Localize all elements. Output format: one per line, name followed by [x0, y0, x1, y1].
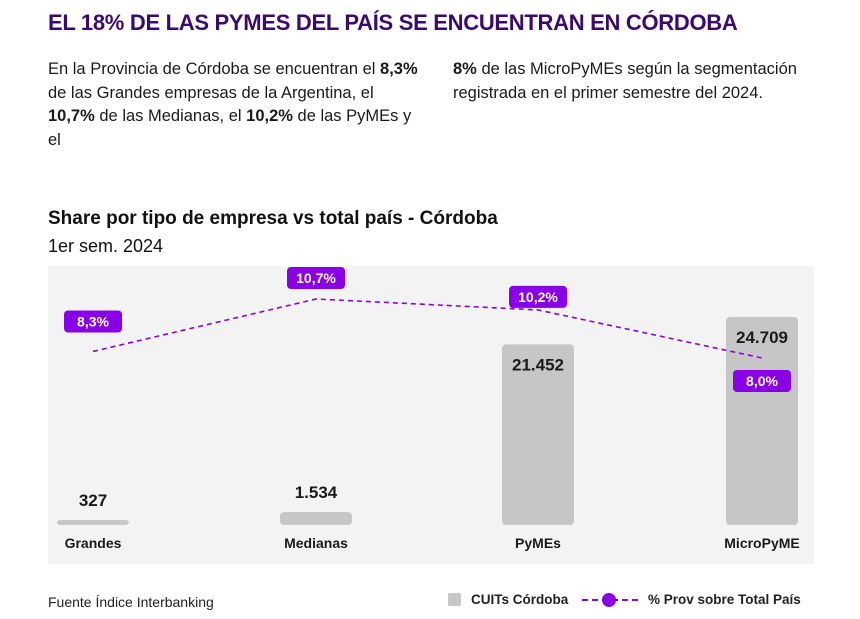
intro-text-1: En la Provincia de Córdoba se encuentran… [48, 60, 381, 78]
line-point-label-micropyme: 8,0% [733, 370, 791, 392]
category-label-pymes: PyMEs [515, 535, 561, 551]
intro-bold-grandes: 8,3% [380, 60, 418, 78]
intro-bold-micropyme: 8% [453, 60, 477, 78]
legend-line-label: % Prov sobre Total País [648, 592, 801, 607]
legend-bar-swatch [448, 593, 461, 606]
intro-bold-pymes: 10,2% [246, 107, 293, 125]
svg-text:8,3%: 8,3% [77, 313, 109, 329]
bar-value-label: 327 [79, 491, 107, 510]
intro-text-2: de las Grandes empresas de la Argentina,… [48, 83, 374, 102]
line-series-share [92, 298, 763, 359]
bar-value-label: 24.709 [736, 328, 788, 347]
intro-paragraph-right: 8% de las MicroPyMEs según la segmentaci… [453, 58, 813, 105]
intro-text-3: de las Medianas, el [94, 107, 247, 125]
intro-paragraph-left: En la Provincia de Córdoba se encuentran… [48, 58, 418, 152]
chart-title: Share por tipo de empresa vs total país … [48, 208, 498, 229]
category-label-medianas: Medianas [284, 535, 348, 551]
chart-subtitle: 1er sem. 2024 [48, 236, 164, 256]
intro-text-4: de las PyMEs y el [48, 107, 412, 149]
bar-grandes [57, 520, 129, 525]
chart-plot-area [48, 266, 814, 564]
source-note: Fuente Índice Interbanking [48, 594, 214, 610]
svg-text:8,0%: 8,0% [746, 373, 778, 389]
line-point-label-pymes: 10,2% [509, 285, 567, 308]
bar-value-label: 21.452 [512, 355, 564, 374]
legend-line-swatch [582, 592, 638, 607]
legend-item-line: % Prov sobre Total País [582, 592, 801, 607]
line-point-label-medianas: 10,7% [287, 267, 345, 289]
bar-pymes [502, 344, 574, 525]
svg-text:10,2%: 10,2% [518, 289, 558, 305]
legend-bars-label: CUITs Córdoba [471, 592, 569, 607]
svg-text:10,7%: 10,7% [296, 270, 336, 286]
category-label-grandes: Grandes [65, 535, 122, 551]
bar-micropyme [726, 317, 798, 525]
legend-item-bars: CUITs Córdoba [448, 592, 568, 607]
bar-value-label: 1.534 [295, 483, 338, 502]
headline: EL 18% DE LAS PYMES DEL PAÍS SE ENCUENTR… [48, 10, 738, 35]
bar-medianas [280, 512, 352, 525]
intro-text-5: de las MicroPyMEs según la segmentación … [453, 60, 797, 102]
category-label-micropyme: MicroPyME [724, 535, 799, 551]
line-point-label-grandes: 8,3% [64, 310, 122, 333]
intro-bold-medianas: 10,7% [48, 107, 95, 125]
